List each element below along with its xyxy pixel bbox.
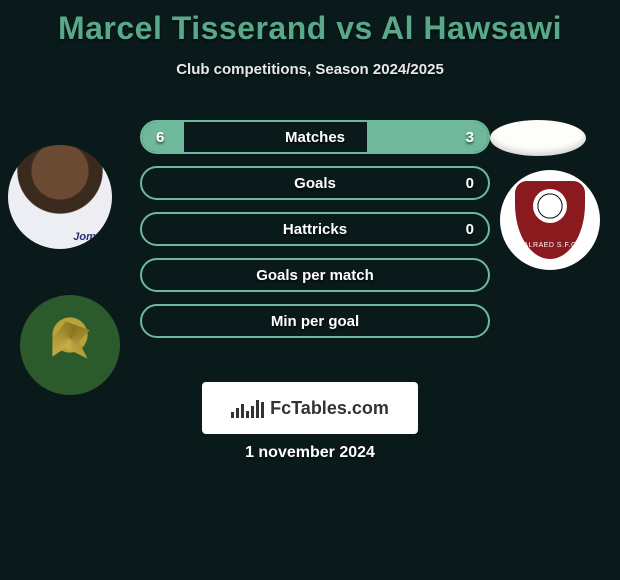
stat-row: Min per goal	[140, 304, 490, 338]
site-branding[interactable]: FcTables.com	[202, 382, 418, 434]
stat-row: Goals per match	[140, 258, 490, 292]
stat-label: Hattricks	[142, 221, 488, 238]
bar-icon	[256, 400, 259, 418]
site-name: FcTables.com	[270, 398, 389, 419]
footer-date: 1 november 2024	[0, 444, 620, 462]
stat-label: Matches	[142, 129, 488, 146]
bar-icon	[251, 406, 254, 418]
bar-icon	[261, 402, 264, 418]
stat-row: 0Hattricks	[140, 212, 490, 246]
stats-panel: 63Matches 0Goals 0Hattricks Goals per match…	[140, 120, 490, 350]
stat-label: Goals	[142, 175, 488, 192]
stat-label: Goals per match	[142, 267, 488, 284]
club-left-badge	[20, 295, 120, 395]
club-right-badge	[500, 170, 600, 270]
stat-row: 0Goals	[140, 166, 490, 200]
player-right-avatar	[490, 120, 586, 156]
stat-row: 63Matches	[140, 120, 490, 154]
bar-icon	[246, 411, 249, 418]
bar-icon	[241, 404, 244, 418]
bars-icon	[231, 398, 264, 418]
shield-icon	[515, 181, 585, 259]
subtitle: Club competitions, Season 2024/2025	[0, 61, 620, 78]
bar-icon	[236, 408, 239, 418]
player-left-avatar	[8, 145, 112, 249]
bar-icon	[231, 412, 234, 418]
page-title: Marcel Tisserand vs Al Hawsawi	[0, 0, 620, 47]
stat-label: Min per goal	[142, 313, 488, 330]
